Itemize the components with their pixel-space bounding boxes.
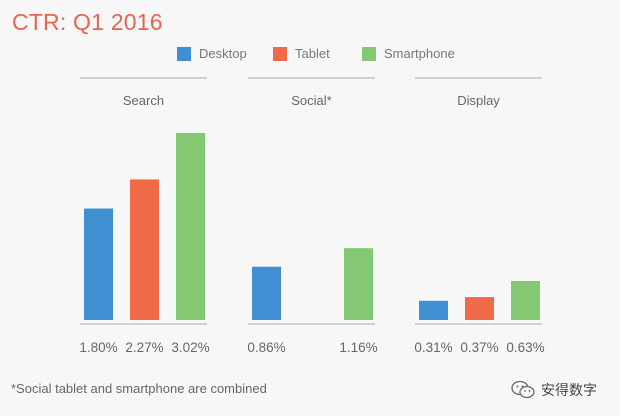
watermark-text: 安得数字 [541,382,597,398]
bar-smartphone [511,280,540,320]
wechat-icon [511,380,535,399]
legend-item-desktop: Desktop [177,46,247,61]
legend-item-tablet: Tablet [273,46,330,61]
legend-swatch-desktop [177,46,191,61]
legend-label-desktop: Desktop [199,46,247,61]
data-label: 2.27% [125,340,163,355]
legend-item-smartphone: Smartphone [362,46,455,61]
data-label: 0.37% [460,340,498,355]
data-label: 0.86% [247,340,285,355]
group-label: Social* [291,93,331,108]
bar-desktop [84,208,113,320]
legend: Desktop Tablet Smartphone [0,46,620,68]
legend-label-tablet: Tablet [295,46,330,61]
chart-title: CTR: Q1 2016 [12,9,163,35]
bar-desktop [419,300,448,320]
bar-tablet [130,179,159,320]
footnote: *Social tablet and smartphone are combin… [11,381,267,396]
group-label: Display [457,93,500,108]
data-label: 0.31% [414,340,452,355]
data-label: 3.02% [171,340,209,355]
bar-smartphone [176,133,205,320]
group-label: Search [123,93,164,108]
legend-swatch-tablet [273,46,287,61]
watermark: 安得数字 [510,380,597,400]
legend-swatch-smartphone [362,46,376,61]
bar-smartphone [344,248,373,320]
bar-tablet [465,297,494,320]
data-label: 1.80% [79,340,117,355]
legend-label-smartphone: Smartphone [384,46,455,61]
bar-desktop [252,266,281,320]
data-label: 1.16% [339,340,377,355]
data-label: 0.63% [506,340,544,355]
